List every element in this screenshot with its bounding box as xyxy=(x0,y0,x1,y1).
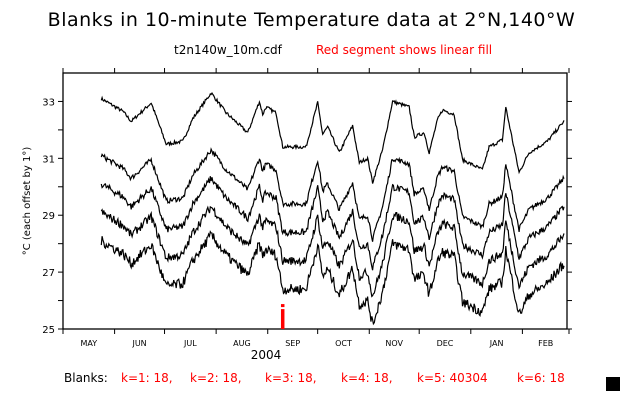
y-tick-label: 31 xyxy=(42,154,55,165)
y-axis-label: °C (each offset by 1°) xyxy=(22,147,33,256)
blanks-k2: k=2: 18, xyxy=(190,371,242,385)
file-name: t2n140w_10m.cdf xyxy=(174,43,282,57)
blanks-label: Blanks: xyxy=(64,371,108,385)
x-month-label: JUN xyxy=(131,339,146,348)
x-month-label: SEP xyxy=(285,339,300,348)
series-line-4 xyxy=(100,205,565,298)
y-tick-label: 25 xyxy=(42,325,55,336)
y-tick-label: 33 xyxy=(42,97,55,108)
chart-title: Blanks in 10-minute Temperature data at … xyxy=(47,9,576,31)
x-month-label: JAN xyxy=(489,339,504,348)
series-line-2 xyxy=(100,147,565,242)
x-month-label: NOV xyxy=(385,339,403,348)
blanks-k1: k=1: 18, xyxy=(121,371,173,385)
linear-fill-marker-dot xyxy=(280,304,285,308)
x-month-label: DEC xyxy=(437,339,454,348)
x-month-label: JUL xyxy=(183,339,197,348)
x-axis-label: 2004 xyxy=(251,348,282,362)
series-line-1 xyxy=(100,92,565,184)
y-tick-label: 29 xyxy=(42,211,55,222)
blanks-k5: k=5: 40304 xyxy=(417,371,488,385)
series-line-3 xyxy=(100,176,565,271)
plot-frame xyxy=(62,72,568,330)
fill-note: Red segment shows linear fill xyxy=(316,43,493,57)
corner-square-marker xyxy=(606,377,620,391)
x-month-label: MAY xyxy=(80,339,97,348)
blanks-k3: k=3: 18, xyxy=(265,371,317,385)
x-month-label: OCT xyxy=(335,339,352,348)
x-month-label: FEB xyxy=(538,339,553,348)
blanks-k6: k=6: 18 xyxy=(517,371,565,385)
series-line-5 xyxy=(100,230,565,326)
y-tick-label: 27 xyxy=(42,268,55,279)
blanks-k4: k=4: 18, xyxy=(341,371,393,385)
x-month-label: AUG xyxy=(233,339,251,348)
